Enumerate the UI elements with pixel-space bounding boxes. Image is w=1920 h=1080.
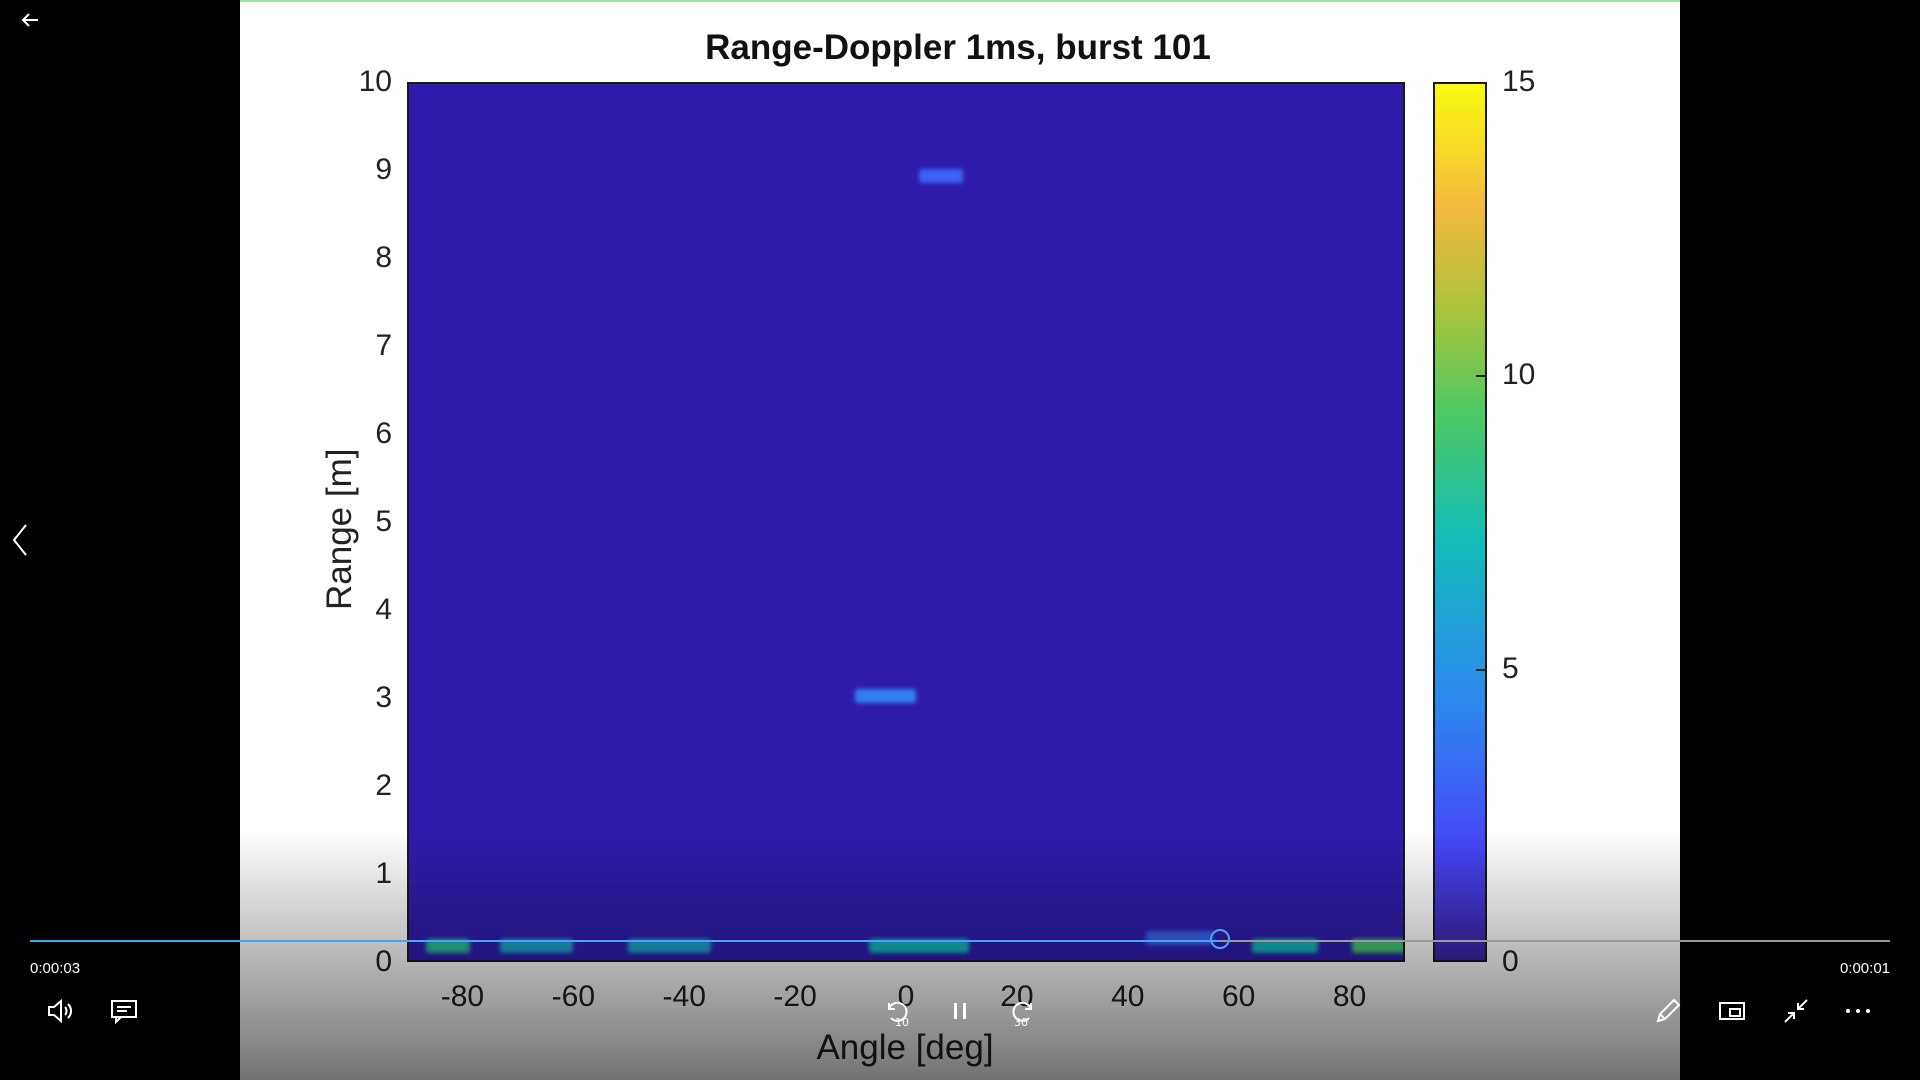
pause-button[interactable] (944, 995, 976, 1027)
x-tick-label: 40 (1111, 980, 1145, 1013)
x-tick-label: -40 (662, 980, 706, 1013)
exit-fullscreen-button[interactable] (1780, 995, 1812, 1027)
skip-forward-label: 30 (1014, 1016, 1028, 1027)
y-tick-label: 5 (375, 505, 392, 538)
colorbar-tick-label: 15 (1502, 65, 1536, 98)
colorbar-tick-mark (1476, 375, 1486, 378)
picture-in-picture-icon (1719, 1002, 1745, 1020)
chart-title: Range-Doppler 1ms, burst 101 (705, 28, 1211, 67)
more-dots-icon (1846, 1009, 1870, 1013)
fast-forward-icon: 30 (1012, 1001, 1032, 1029)
previous-item-button[interactable] (6, 520, 34, 560)
y-tick-label: 2 (375, 769, 392, 802)
edit-button[interactable] (1652, 995, 1684, 1027)
skip-back-label: 10 (895, 1016, 909, 1027)
back-button[interactable] (18, 8, 42, 32)
colorbar-tick-label: 10 (1502, 358, 1536, 392)
y-tick-label: 1 (375, 857, 392, 890)
x-tick-label: 80 (1332, 980, 1367, 1013)
colorbar-tick-label: 0 (1502, 945, 1519, 978)
seek-bar[interactable] (30, 929, 1890, 949)
y-tick-label: 7 (375, 329, 392, 362)
y-tick-label: 9 (375, 153, 392, 186)
y-tick-label: 8 (375, 241, 392, 274)
captions-button[interactable] (108, 995, 140, 1027)
rewind-icon: 10 (888, 1001, 909, 1029)
x-tick-label: -60 (551, 980, 595, 1013)
more-options-button[interactable] (1842, 995, 1874, 1027)
seek-bar-handle[interactable] (1210, 929, 1231, 949)
detection-blob (919, 169, 964, 184)
colorbar-tick-label: 5 (1502, 651, 1519, 685)
y-tick-label: 3 (375, 681, 392, 714)
pause-icon (954, 1003, 966, 1019)
y-tick-label: 10 (358, 65, 392, 98)
seek-bar-progress (30, 940, 1221, 942)
x-axis-label: Angle [deg] (816, 1028, 994, 1067)
x-tick-label: -80 (440, 980, 485, 1013)
skip-back-button[interactable]: 10 (881, 995, 913, 1029)
remaining-time: 0:00:01 (1839, 960, 1890, 977)
pencil-icon (1656, 998, 1681, 1023)
colorbar-tick-mark (1476, 668, 1486, 671)
volume-button[interactable] (44, 995, 76, 1027)
detection-blob (855, 688, 917, 703)
captions-icon (111, 1000, 137, 1025)
exit-fullscreen-icon (1784, 999, 1808, 1023)
video-frame: Range-Doppler 1ms, burst 101 0 1 2 3 4 5 6 7 8 9 1… (240, 0, 1680, 1080)
speaker-icon (48, 998, 72, 1024)
y-tick-label: 4 (375, 593, 392, 626)
colorbar (1433, 82, 1487, 962)
x-tick-label: -20 (773, 980, 817, 1013)
y-tick-label: 0 (375, 945, 392, 978)
detection-blob (1146, 930, 1213, 945)
y-tick-label: 6 (375, 417, 392, 450)
arrow-left-icon (21, 13, 38, 27)
skip-forward-button[interactable]: 30 (1007, 995, 1039, 1029)
mini-view-button[interactable] (1716, 995, 1748, 1027)
heatmap-plot-area (407, 82, 1405, 962)
chevron-left-icon (12, 524, 27, 556)
y-axis-label: Range [m] (320, 448, 359, 610)
elapsed-time: 0:00:03 (30, 960, 81, 977)
x-tick-label: 60 (1221, 980, 1256, 1013)
